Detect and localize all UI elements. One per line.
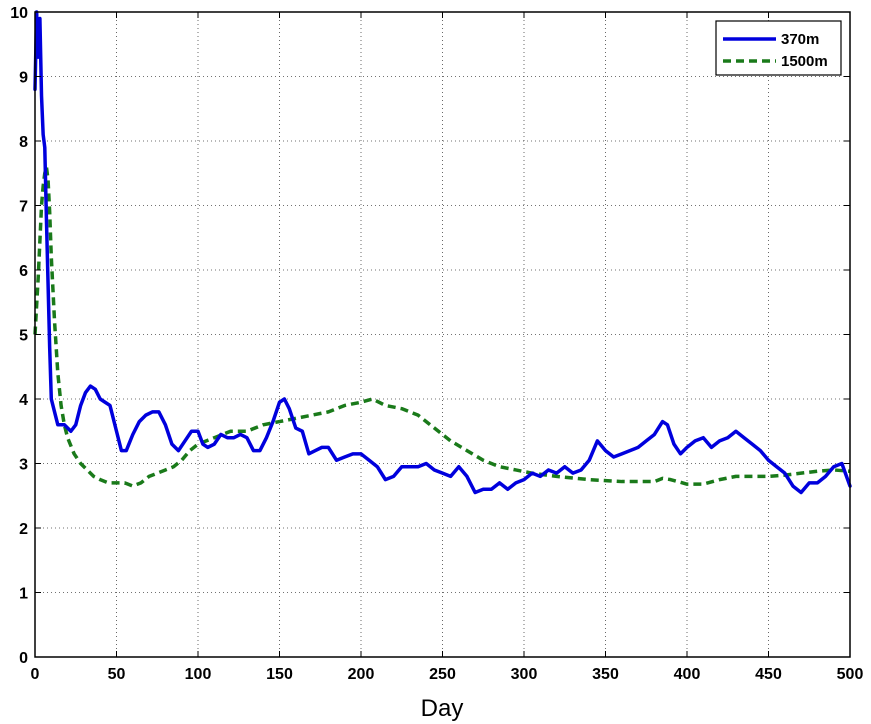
series-lines [33, 10, 852, 495]
x-tick-label: 400 [674, 666, 701, 683]
y-tick-label: 6 [19, 263, 28, 280]
y-tick-label: 9 [19, 70, 28, 87]
x-tick-label: 0 [31, 666, 40, 683]
series-line-370m [33, 10, 852, 495]
x-tick-label: 350 [592, 666, 619, 683]
x-axis-label: Day [421, 695, 464, 722]
legend-box [715, 20, 842, 76]
x-tick-label: 300 [511, 666, 538, 683]
x-tick-label: 100 [185, 666, 212, 683]
y-tick-labels: 0 1 2 3 4 5 6 7 8 9 10 [10, 5, 28, 667]
axis-ticks [34, 11, 851, 658]
y-tick-label: 5 [19, 328, 28, 345]
y-tick-label: 8 [19, 134, 28, 151]
x-tick-label: 500 [837, 666, 864, 683]
y-tick-label: 3 [19, 457, 28, 474]
x-tick-labels: 0 50 100 150 200 250 300 350 400 450 500 [31, 666, 864, 683]
series-line-1500m [33, 165, 851, 488]
y-tick-label: 4 [19, 392, 28, 409]
legend: 370m 1500m [715, 20, 842, 76]
x-tick-label: 450 [755, 666, 782, 683]
x-tick-label: 250 [429, 666, 456, 683]
legend-label-1500m: 1500m [781, 53, 828, 70]
x-tick-label: 50 [108, 666, 126, 683]
y-tick-label: 1 [19, 586, 28, 603]
x-tick-label: 200 [348, 666, 375, 683]
plot-background [35, 12, 850, 657]
legend-label-370m: 370m [781, 31, 819, 48]
y-tick-label: 2 [19, 521, 28, 538]
y-tick-label: 10 [10, 5, 28, 22]
y-tick-label: 0 [19, 650, 28, 667]
y-tick-label: 7 [19, 199, 28, 216]
x-tick-label: 150 [266, 666, 293, 683]
